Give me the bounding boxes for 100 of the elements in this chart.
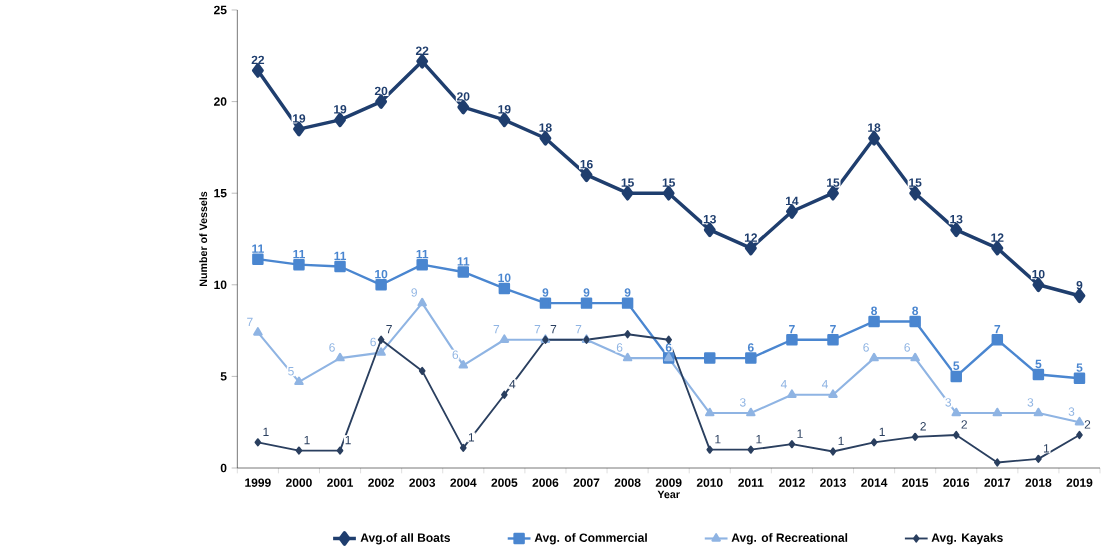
- legend-label: Avg. of Commercial: [534, 533, 647, 545]
- y-tick-label: 20: [214, 97, 227, 106]
- data-label: 5: [1035, 359, 1042, 369]
- data-label: 6: [747, 343, 754, 352]
- data-label: 8: [912, 306, 919, 316]
- data-label: 6: [616, 343, 623, 352]
- data-label: 14: [785, 196, 799, 206]
- y-tick-label: 5: [220, 372, 227, 381]
- x-tick-label: 2000: [286, 478, 312, 487]
- x-tick-label: 2006: [532, 478, 559, 487]
- data-label: 1: [468, 433, 475, 442]
- x-tick-label: 2011: [738, 478, 764, 487]
- x-tick-label: 2003: [409, 478, 436, 487]
- data-label: 10: [498, 273, 511, 283]
- data-label: 9: [1076, 280, 1083, 290]
- data-label: 3: [1027, 398, 1034, 407]
- data-label: 7: [830, 325, 836, 334]
- data-label: 9: [583, 288, 590, 297]
- data-label: 11: [252, 244, 264, 253]
- data-label: 22: [415, 46, 429, 55]
- data-label: 16: [580, 159, 593, 169]
- data-label: 5: [953, 361, 960, 371]
- data-label: 19: [334, 105, 347, 114]
- data-label: 5: [1076, 363, 1083, 372]
- data-label: 7: [575, 325, 582, 334]
- y-tick-label: 10: [214, 280, 227, 290]
- data-label: 7: [247, 317, 253, 327]
- legend-label: Avg.of all Boats: [360, 533, 451, 545]
- x-tick-label: 2002: [368, 478, 394, 487]
- x-tick-label: 2017: [984, 478, 1011, 487]
- data-label: 10: [1032, 269, 1045, 279]
- x-tick-label: 2001: [327, 478, 354, 487]
- data-label: 7: [994, 325, 1001, 334]
- data-label: 6: [863, 343, 869, 352]
- data-label: 15: [827, 178, 840, 187]
- y-tick-label: 15: [214, 189, 227, 198]
- data-label: 6: [370, 337, 376, 347]
- data-label: 13: [703, 214, 716, 224]
- data-label: 10: [375, 269, 388, 279]
- data-label: 20: [457, 92, 470, 101]
- x-tick-label: 2007: [573, 478, 600, 487]
- x-tick-label: 2012: [778, 478, 805, 487]
- data-label: 9: [624, 288, 631, 297]
- x-tick-label: 2016: [943, 478, 970, 487]
- data-label: 7: [534, 325, 541, 334]
- data-label: 7: [789, 325, 795, 334]
- data-label: 1: [756, 435, 762, 444]
- data-label: 7: [386, 325, 392, 334]
- data-label: 11: [416, 249, 429, 259]
- data-label: 1: [263, 427, 269, 436]
- data-label: 6: [665, 343, 672, 352]
- data-label: 2: [961, 420, 967, 429]
- data-label: 19: [498, 105, 511, 114]
- data-label: 20: [374, 86, 388, 96]
- data-label: 15: [909, 178, 922, 187]
- legend-label: Avg. Kayaks: [931, 533, 1003, 545]
- data-label: 15: [621, 178, 634, 187]
- data-label: 19: [293, 114, 306, 123]
- data-label: 12: [744, 233, 758, 242]
- data-label: 1: [879, 427, 885, 436]
- data-label: 3: [739, 398, 746, 407]
- data-label: 18: [539, 123, 552, 132]
- y-axis-title: Number of Vessels: [199, 191, 208, 287]
- x-tick-label: 2013: [820, 478, 846, 487]
- data-label: 1: [838, 436, 844, 446]
- x-tick-label: 2018: [1025, 478, 1052, 487]
- data-label: 12: [991, 233, 1004, 242]
- data-label: 1: [797, 429, 803, 438]
- data-label: 1: [345, 435, 351, 445]
- data-label: 6: [452, 350, 459, 360]
- data-label: 15: [662, 178, 676, 187]
- y-tick-label: 0: [220, 463, 227, 473]
- data-label: 11: [457, 257, 470, 266]
- x-tick-label: 2014: [861, 478, 888, 487]
- data-label: 13: [950, 214, 963, 224]
- x-tick-label: 2010: [696, 478, 723, 487]
- y-tick-label: 25: [214, 5, 227, 15]
- data-label: 11: [334, 251, 347, 261]
- x-tick-label: 2015: [902, 478, 929, 487]
- legend-label: Avg. of Recreational: [731, 533, 848, 545]
- x-tick-label: 1999: [245, 478, 271, 487]
- data-label: 8: [871, 306, 878, 316]
- data-label: 2: [1084, 420, 1091, 429]
- data-label: 7: [550, 325, 557, 334]
- data-label: 4: [780, 380, 787, 389]
- data-label: 22: [251, 55, 265, 65]
- x-tick-label: 2019: [1066, 478, 1093, 487]
- data-label: 9: [411, 288, 417, 297]
- data-label: 18: [868, 123, 881, 132]
- data-label: 6: [329, 343, 335, 352]
- data-label: 4: [509, 380, 516, 389]
- data-label: 4: [821, 380, 828, 389]
- data-label: 6: [904, 343, 910, 352]
- data-label: 1: [1043, 444, 1050, 453]
- data-label: 11: [293, 249, 305, 259]
- data-label: 1: [715, 435, 721, 444]
- x-tick-label: 2009: [655, 478, 682, 487]
- data-label: 5: [288, 367, 294, 376]
- data-label: 7: [493, 325, 500, 334]
- data-label: 2: [920, 422, 926, 431]
